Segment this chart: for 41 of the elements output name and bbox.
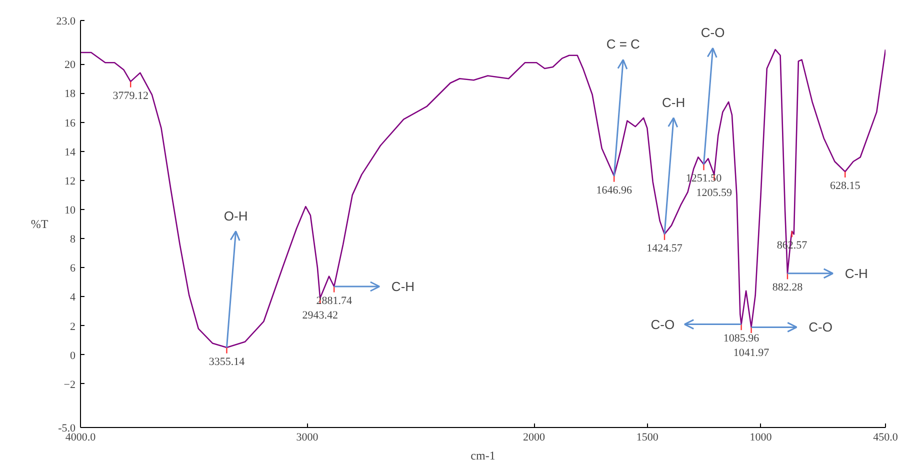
- annotation: 1646.96: [596, 184, 632, 196]
- y-tick-label: 8: [70, 234, 76, 246]
- annotation: 1205.59: [696, 187, 733, 200]
- y-axis-title: %T: [30, 217, 49, 231]
- x-tick-label: 1500: [636, 432, 659, 444]
- x-tick-label: 450.0: [873, 432, 898, 444]
- y-tick-label: -5.0: [58, 422, 76, 434]
- y-tick-label: 18: [64, 88, 76, 100]
- annotation: C-O: [650, 316, 675, 332]
- annotation: C-H: [844, 266, 868, 281]
- y-tick-label: 6: [70, 262, 76, 275]
- y-tick-label: 0: [70, 350, 76, 362]
- line-series: [80, 48, 886, 348]
- annotation: 628.15: [830, 180, 861, 192]
- x-tick-label: 3000: [296, 432, 319, 444]
- annotation: 882.28: [772, 282, 804, 294]
- y-tick-label: 2: [70, 320, 76, 333]
- y-tick-label: 23.0: [56, 16, 76, 28]
- annotation: C-H: [391, 279, 415, 294]
- annotation: 1085.96: [723, 332, 760, 345]
- y-tick-label: 16: [64, 117, 76, 130]
- annotation: 1041.97: [733, 347, 770, 360]
- annotation: C-H: [662, 94, 686, 110]
- y-tick-label: 14: [64, 146, 76, 158]
- y-tick-label: −2: [64, 378, 76, 391]
- y-tick-label: 4: [70, 292, 76, 304]
- annotation: C-O: [808, 320, 832, 335]
- annotation: C = C: [606, 36, 640, 52]
- y-tick-label: 20: [64, 59, 76, 72]
- x-axis-title: cm-1: [470, 448, 496, 462]
- x-tick-label: 1000: [750, 432, 772, 444]
- annotation: 1424.57: [646, 242, 683, 254]
- annotation: 2943.42: [302, 309, 338, 322]
- annotation: C-O: [700, 25, 725, 40]
- x-tick-label: 2000: [523, 432, 546, 444]
- y-tick-label: 10: [64, 204, 76, 216]
- x-tick-label: 4000.0: [65, 432, 96, 444]
- annotation: O-H: [224, 208, 248, 224]
- annotation: 3779.12: [112, 90, 148, 102]
- y-tick-label: 12: [64, 175, 76, 188]
- annotation: 3355.14: [208, 356, 246, 368]
